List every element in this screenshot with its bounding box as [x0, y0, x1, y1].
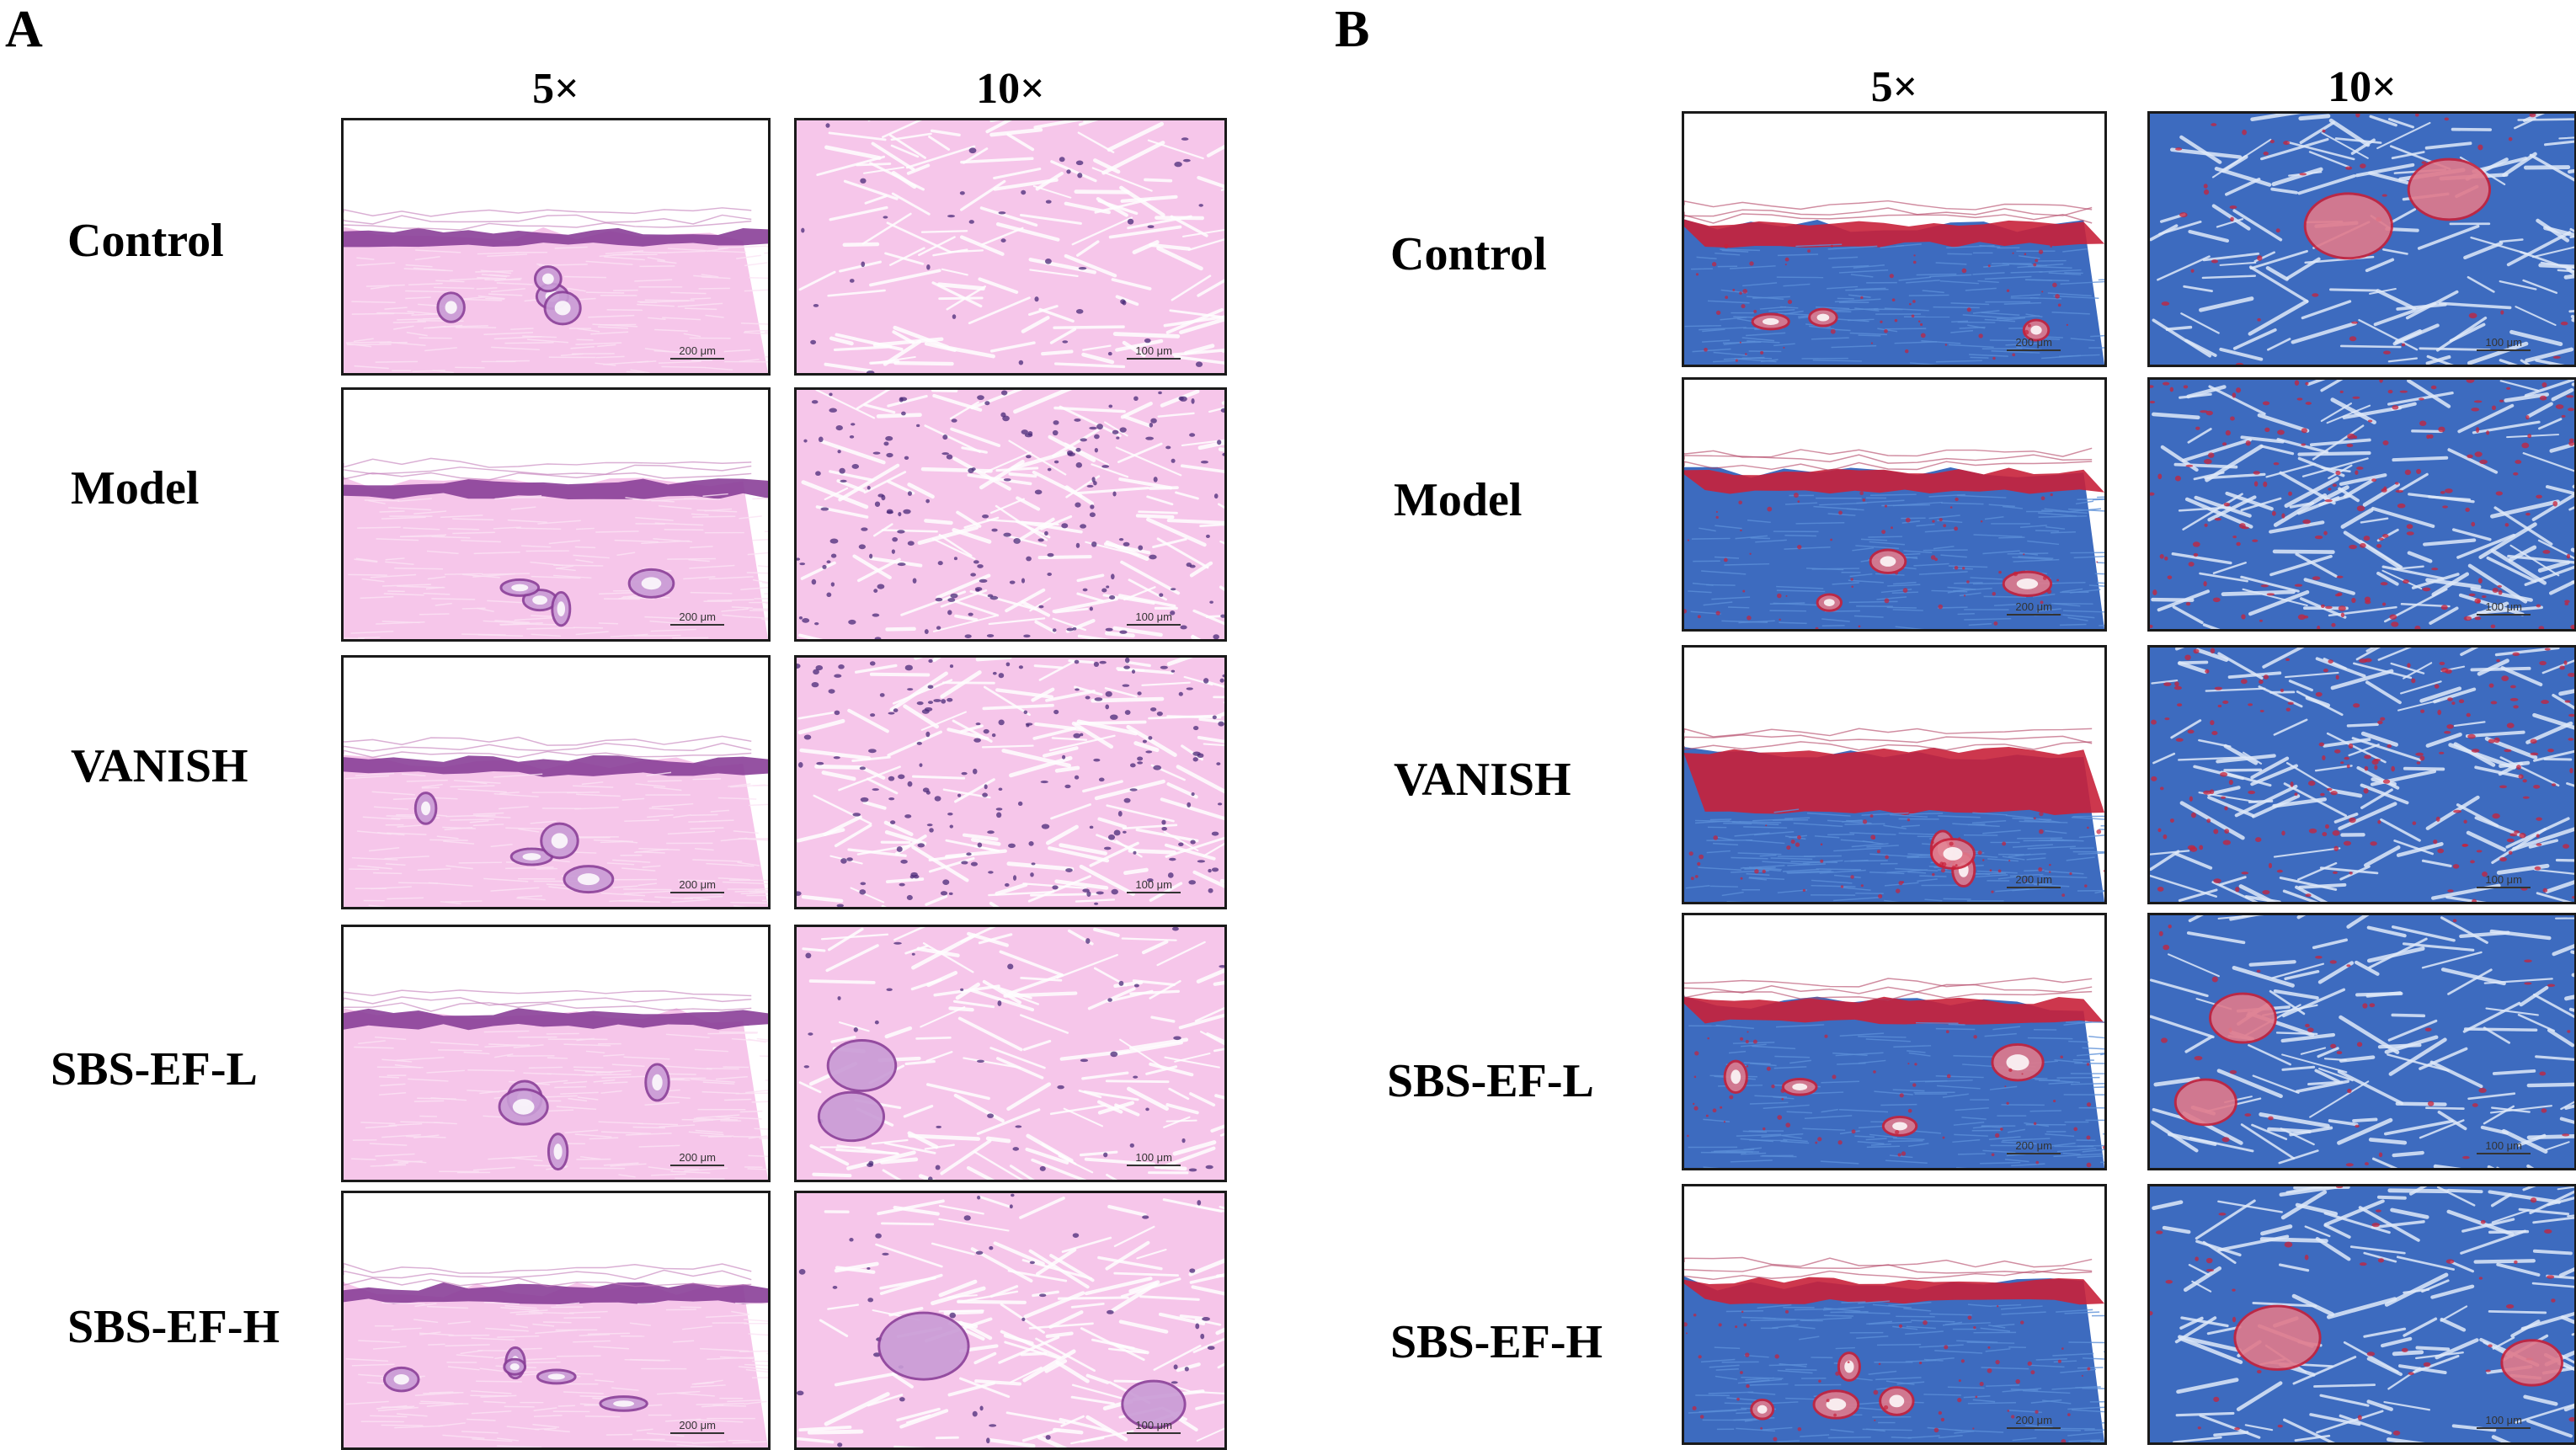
scale-bar-label: 200 μm	[2007, 873, 2061, 888]
scale-bar-label: 100 μm	[1127, 1419, 1181, 1434]
scale-bar-label: 200 μm	[2007, 600, 2061, 616]
a-model-5x-micrograph: 200 μm	[341, 387, 771, 642]
panel-b-row-control: Control	[1390, 228, 1547, 280]
b-vanish-10x-micrograph: 100 μm	[2147, 645, 2576, 904]
micrograph-image	[1684, 1186, 2104, 1442]
panel-b-letter: B	[1335, 1, 1370, 58]
micrograph-image	[797, 658, 1224, 907]
scale-bar-label: 100 μm	[1127, 1151, 1181, 1166]
b-control-10x-micrograph: 100 μm	[2147, 111, 2576, 367]
panel-b-row-vanish: VANISH	[1394, 754, 1571, 806]
a-sbs-ef-l-10x-micrograph: 100 μm	[794, 925, 1227, 1182]
scale-bar-label: 100 μm	[1127, 344, 1181, 360]
panel-a-row-control: Control	[67, 215, 224, 267]
a-sbs-ef-h-10x-micrograph: 100 μm	[794, 1191, 1227, 1450]
panel-a-letter: A	[5, 1, 43, 58]
panel-a-row-vanish: VANISH	[71, 740, 248, 792]
panel-a-row-sbs-ef-h: SBS-EF-H	[67, 1301, 280, 1353]
scale-bar-label: 100 μm	[2477, 1139, 2531, 1154]
scale-bar-label: 200 μm	[670, 610, 724, 626]
panel-b-row-sbs-ef-h: SBS-EF-H	[1390, 1316, 1603, 1368]
scale-bar-label: 200 μm	[2007, 336, 2061, 351]
panel-b-col-5x: 5×	[1870, 63, 1918, 111]
scale-bar-label: 200 μm	[2007, 1139, 2061, 1154]
a-control-5x-micrograph: 200 μm	[341, 118, 771, 376]
scale-bar-label: 100 μm	[1127, 610, 1181, 626]
a-vanish-10x-micrograph: 100 μm	[794, 655, 1227, 909]
b-control-5x-micrograph: 200 μm	[1682, 111, 2107, 367]
micrograph-image	[2150, 648, 2574, 902]
b-sbs-ef-l-5x-micrograph: 200 μm	[1682, 913, 2107, 1170]
panel-a-col-10x: 10×	[976, 65, 1045, 113]
scale-bar-label: 100 μm	[2477, 336, 2531, 351]
panel-a-row-sbs-ef-l: SBS-EF-L	[51, 1043, 258, 1095]
micrograph-image	[797, 390, 1224, 639]
micrograph-image	[2150, 380, 2574, 629]
b-sbs-ef-h-10x-micrograph: 100 μm	[2147, 1184, 2576, 1445]
micrograph-image	[344, 1193, 768, 1447]
scale-bar-label: 100 μm	[2477, 1414, 2531, 1429]
scale-bar-label: 100 μm	[2477, 600, 2531, 616]
a-sbs-ef-h-5x-micrograph: 200 μm	[341, 1191, 771, 1450]
micrograph-image	[344, 120, 768, 373]
micrograph-image	[344, 390, 768, 639]
panel-a-col-5x: 5×	[532, 65, 579, 113]
micrograph-image	[797, 1193, 1224, 1447]
b-model-10x-micrograph: 100 μm	[2147, 377, 2576, 632]
scale-bar-label: 200 μm	[670, 1419, 724, 1434]
a-control-10x-micrograph: 100 μm	[794, 118, 1227, 376]
micrograph-image	[1684, 915, 2104, 1168]
micrograph-image	[1684, 648, 2104, 902]
micrograph-image	[344, 658, 768, 907]
b-sbs-ef-h-5x-micrograph: 200 μm	[1682, 1184, 2107, 1445]
a-vanish-5x-micrograph: 200 μm	[341, 655, 771, 909]
scale-bar-label: 100 μm	[1127, 878, 1181, 893]
b-model-5x-micrograph: 200 μm	[1682, 377, 2107, 632]
a-model-10x-micrograph: 100 μm	[794, 387, 1227, 642]
scale-bar-label: 200 μm	[670, 1151, 724, 1166]
micrograph-image	[2150, 1186, 2574, 1442]
a-sbs-ef-l-5x-micrograph: 200 μm	[341, 925, 771, 1182]
b-sbs-ef-l-10x-micrograph: 100 μm	[2147, 913, 2576, 1170]
micrograph-image	[344, 927, 768, 1180]
micrograph-image	[2150, 915, 2574, 1168]
scale-bar-label: 200 μm	[670, 878, 724, 893]
micrograph-image	[797, 120, 1224, 373]
micrograph-image	[797, 927, 1224, 1180]
micrograph-image	[1684, 114, 2104, 365]
scale-bar-label: 200 μm	[670, 344, 724, 360]
micrograph-image	[2150, 114, 2574, 365]
panel-b-col-10x: 10×	[2328, 63, 2397, 111]
scale-bar-label: 100 μm	[2477, 873, 2531, 888]
b-vanish-5x-micrograph: 200 μm	[1682, 645, 2107, 904]
scale-bar-label: 200 μm	[2007, 1414, 2061, 1429]
panel-b-row-sbs-ef-l: SBS-EF-L	[1387, 1055, 1594, 1107]
micrograph-image	[1684, 380, 2104, 629]
panel-a-row-model: Model	[71, 462, 200, 514]
panel-b-row-model: Model	[1394, 474, 1523, 526]
